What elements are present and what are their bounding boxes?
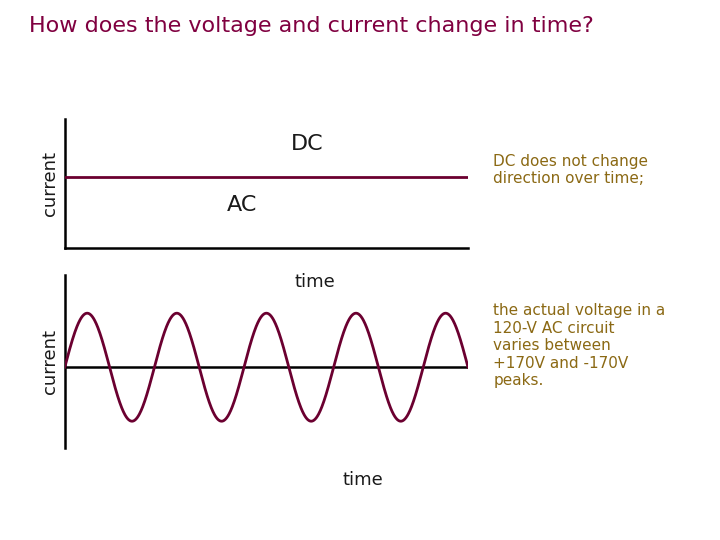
Y-axis label: current: current <box>41 329 59 394</box>
Text: How does the voltage and current change in time?: How does the voltage and current change … <box>29 16 593 36</box>
Text: DC: DC <box>290 134 323 154</box>
Text: time: time <box>294 273 335 291</box>
Text: DC does not change
direction over time;: DC does not change direction over time; <box>493 154 648 186</box>
Y-axis label: current: current <box>41 151 59 216</box>
Text: time: time <box>343 471 384 489</box>
Text: the actual voltage in a
120-V AC circuit
varies between
+170V and -170V
peaks.: the actual voltage in a 120-V AC circuit… <box>493 303 665 388</box>
Text: AC: AC <box>227 195 257 215</box>
